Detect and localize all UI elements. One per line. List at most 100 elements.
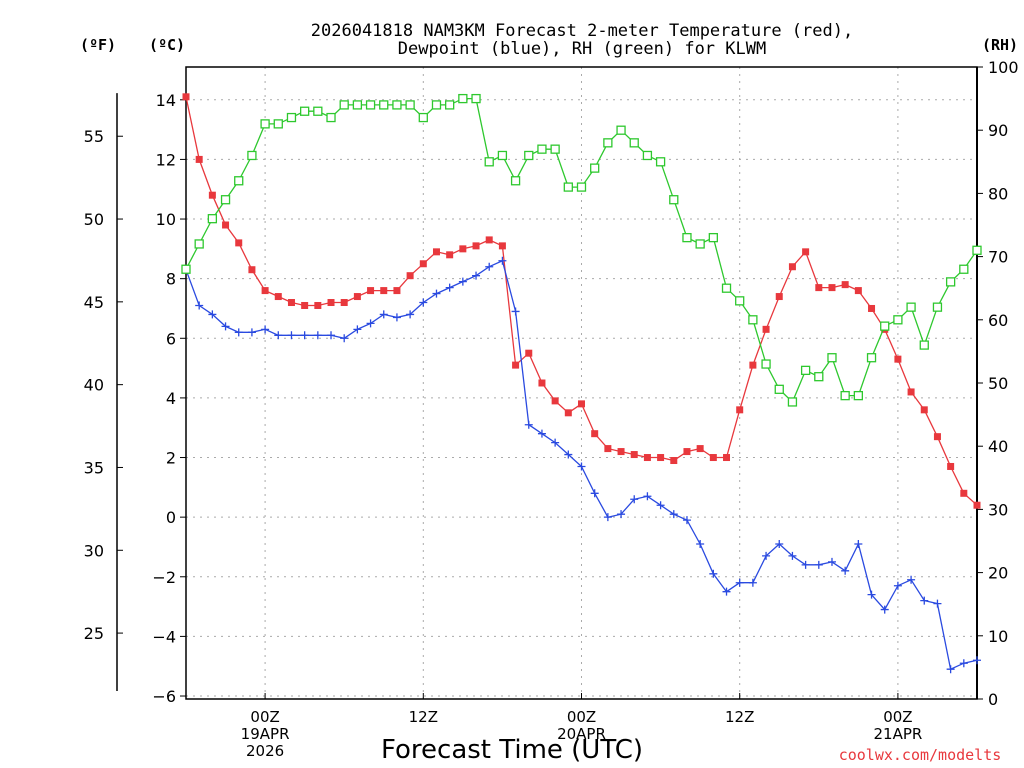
temperature-point <box>182 93 190 101</box>
dewpoint-point <box>498 256 507 265</box>
rh-point <box>550 144 560 154</box>
rh-point <box>510 176 521 186</box>
temperature-point <box>643 454 651 462</box>
rh-point <box>299 106 310 116</box>
rh-unit-label: (RH) <box>982 36 1018 54</box>
rh-point <box>682 232 692 243</box>
temperature-point <box>802 248 810 256</box>
x-tick-label: 00Z <box>567 708 596 726</box>
dewpoint-point <box>788 551 797 560</box>
temperature-point <box>419 260 427 268</box>
fahrenheit-tick-label: 30 <box>84 541 104 560</box>
x-tick-label: 00Z <box>883 708 912 726</box>
dewpoint-point <box>590 489 599 498</box>
temperature-point <box>868 304 876 312</box>
rh-point <box>194 239 204 249</box>
x-axis-label: Forecast Time (UTC) <box>381 735 643 765</box>
temperature-point <box>235 239 243 247</box>
temperature-point <box>525 349 533 357</box>
temperature-point <box>327 299 335 307</box>
dewpoint-point <box>458 277 467 286</box>
dewpoint-point <box>841 566 850 575</box>
celsius-tick-label: 4 <box>166 389 176 408</box>
temperature-point <box>222 221 230 229</box>
temperature-point <box>828 284 836 292</box>
temperature-point <box>657 454 665 462</box>
dewpoint-point <box>801 560 810 569</box>
dewpoint-point <box>880 605 889 614</box>
dewpoint-point <box>775 539 784 548</box>
rh-tick-label: 10 <box>988 627 1008 646</box>
dewpoint-point <box>893 581 902 590</box>
x-tick-date-label: 19APR <box>241 725 290 743</box>
fahrenheit-tick-label: 35 <box>84 458 104 477</box>
temperature-point <box>723 454 731 462</box>
temperature-point <box>287 299 295 307</box>
dewpoint-point <box>933 599 942 608</box>
dewpoint-point <box>867 590 876 599</box>
rh-tick-label: 50 <box>988 374 1008 393</box>
temperature-point <box>736 406 744 414</box>
x-tick-year-label: 2026 <box>246 742 284 760</box>
rh-point <box>893 315 903 325</box>
dewpoint-point <box>577 462 586 471</box>
rh-point <box>840 390 850 401</box>
fahrenheit-unit-label: (ºF) <box>80 36 116 54</box>
chart-subtitle: Dewpoint (blue), RH (green) for KLWM <box>398 39 766 59</box>
rh-point <box>866 353 877 363</box>
temperature-point <box>933 433 941 441</box>
rh-point <box>576 182 587 192</box>
rh-point <box>352 100 363 110</box>
x-tick-date-label: 20APR <box>557 725 606 743</box>
dewpoint-point <box>735 578 744 587</box>
rh-point <box>273 119 283 129</box>
dewpoint-point <box>814 560 823 569</box>
temperature-point <box>788 263 796 271</box>
dewpoint-point <box>617 510 626 519</box>
dewpoint-point <box>261 325 270 334</box>
dewpoint-point <box>485 262 494 271</box>
rh-tick-label: 60 <box>988 311 1008 330</box>
rh-point <box>669 195 679 205</box>
celsius-tick-label: −2 <box>152 568 176 587</box>
dewpoint-point <box>195 301 204 310</box>
temperature-point <box>367 287 375 295</box>
rh-point <box>616 125 626 135</box>
rh-point <box>220 195 231 205</box>
temperature-point <box>749 361 757 369</box>
celsius-tick-label: −4 <box>152 627 176 646</box>
temperature-point <box>274 293 282 301</box>
rh-point <box>945 277 956 287</box>
rh-point <box>972 245 982 255</box>
rh-point <box>721 283 732 293</box>
rh-point <box>853 390 863 401</box>
rh-point <box>405 100 415 110</box>
dewpoint-point <box>643 492 652 501</box>
rh-point <box>748 315 758 325</box>
rh-point <box>708 232 718 243</box>
dewpoint-point <box>300 331 309 340</box>
temperature-point <box>472 242 480 250</box>
rh-point <box>524 150 534 161</box>
dewpoint-point <box>973 656 981 665</box>
celsius-tick-label: 2 <box>166 449 176 468</box>
x-tick-label: 12Z <box>725 708 754 726</box>
dewpoint-point <box>630 495 639 504</box>
dewpoint-point <box>313 331 322 340</box>
dewpoint-point <box>208 310 217 319</box>
rh-tick-label: 90 <box>988 121 1008 140</box>
rh-tick-label: 40 <box>988 437 1008 456</box>
rh-point <box>603 138 613 148</box>
temperature-point <box>393 287 401 295</box>
dewpoint-point <box>682 516 691 525</box>
temperature-point <box>894 355 902 363</box>
temperature-point <box>498 242 506 250</box>
temperature-point <box>775 293 783 301</box>
temperature-point <box>446 251 454 259</box>
fahrenheit-tick-label: 45 <box>84 293 104 312</box>
rh-point <box>431 100 442 110</box>
dewpoint-point <box>603 513 612 522</box>
rh-tick-label: 70 <box>988 248 1008 267</box>
temperature-point <box>709 454 717 462</box>
